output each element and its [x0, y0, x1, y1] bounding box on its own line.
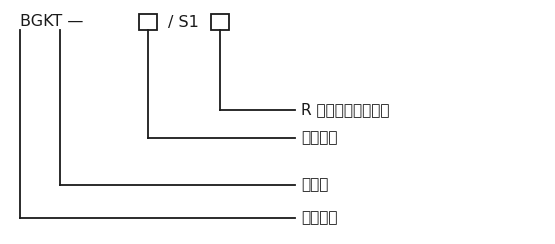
- Text: 制冷量: 制冷量: [301, 177, 329, 193]
- Bar: [211, 14, 229, 30]
- Text: 水冷柜机: 水冷柜机: [301, 131, 337, 145]
- Text: R 冷暖型，单冷不注: R 冷暖型，单冷不注: [301, 102, 390, 118]
- Text: 防爆空调: 防爆空调: [301, 211, 337, 225]
- Text: BGKT —: BGKT —: [20, 14, 83, 30]
- Text: / S1: / S1: [168, 14, 199, 30]
- Bar: [139, 14, 157, 30]
